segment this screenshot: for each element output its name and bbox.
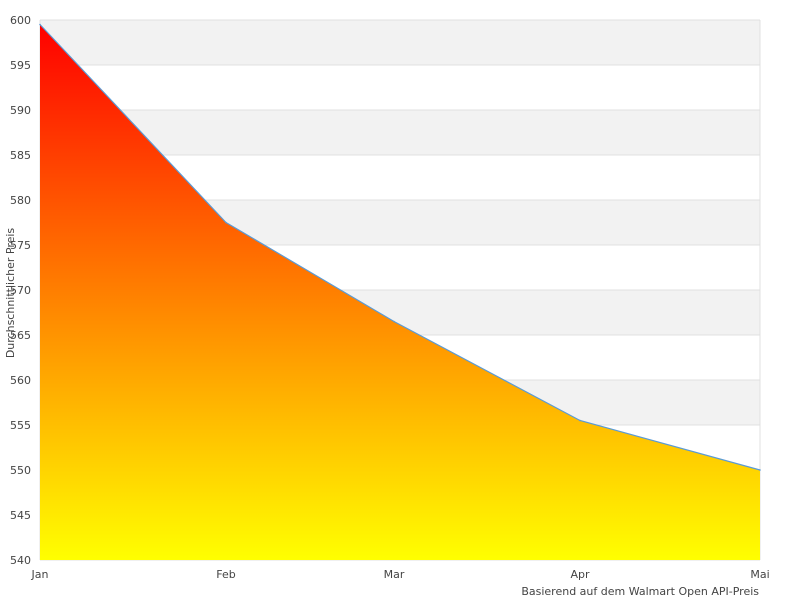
y-tick-label: 550 (10, 464, 31, 477)
y-tick-label: 595 (10, 59, 31, 72)
y-tick-label: 540 (10, 554, 31, 567)
y-tick-label: 565 (10, 329, 31, 342)
y-tick-label: 560 (10, 374, 31, 387)
y-tick-label: 590 (10, 104, 31, 117)
x-tick-label: Mai (750, 568, 769, 581)
x-tick-label: Apr (570, 568, 590, 581)
y-axis-title: Durchschnittlicher Preis (4, 228, 17, 359)
data-point (39, 23, 41, 26)
area-fill (40, 24, 760, 560)
data-point (393, 320, 395, 323)
x-tick-label: Jan (31, 568, 49, 581)
area-series (39, 23, 761, 560)
y-tick-label: 580 (10, 194, 31, 207)
x-tick-label: Mar (384, 568, 405, 581)
data-point (225, 221, 227, 224)
grid-band (40, 20, 760, 65)
data-point (759, 469, 761, 471)
y-axis-ticks: 540 545 550 555 560 565 570 575 580 585 590 595 600 (10, 14, 31, 567)
y-tick-label: 570 (10, 284, 31, 297)
x-axis-title: Basierend auf dem Walmart Open API-Preis (521, 585, 759, 598)
y-tick-label: 585 (10, 149, 31, 162)
y-tick-label: 575 (10, 239, 31, 252)
x-tick-label: Feb (216, 568, 235, 581)
data-point (579, 419, 581, 422)
y-tick-label: 545 (10, 509, 31, 522)
y-tick-label: 600 (10, 14, 31, 27)
grid-band (40, 65, 760, 110)
grid-band (40, 110, 760, 155)
x-axis-ticks: Jan Feb Mar Apr Mai (31, 568, 770, 581)
y-tick-label: 555 (10, 419, 31, 432)
